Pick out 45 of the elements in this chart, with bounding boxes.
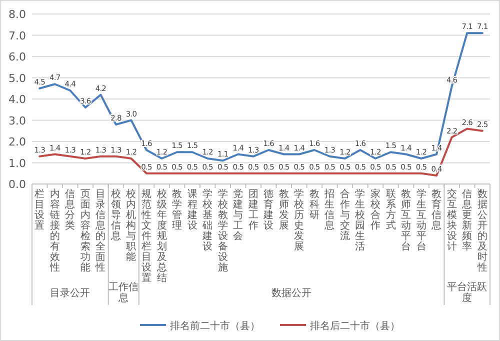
x-tick-label: 内容链接的有效性 bbox=[48, 188, 60, 274]
x-tick-label: 教师互动平台 bbox=[401, 189, 412, 252]
x-tick-label: 页面内容检索功能 bbox=[80, 189, 90, 274]
x-tick-label: 教学管理 bbox=[172, 189, 182, 232]
x-tick-label: 信息更新频率 bbox=[461, 188, 472, 252]
y-tick-label: 1.0 bbox=[8, 156, 26, 170]
y-tick-label: 4.0 bbox=[8, 93, 26, 106]
x-tick-label: 学校历史发展 bbox=[293, 188, 304, 252]
x-tick-label: 教育信息 bbox=[430, 189, 442, 232]
y-tick-label: 7.0 bbox=[8, 29, 26, 42]
x-tick-label: 栏目设置 bbox=[34, 188, 45, 232]
legend-label: 排名后二十市（县） bbox=[310, 320, 400, 332]
y-tick-label: 3.0 bbox=[8, 114, 26, 128]
x-tick-label: 校内机构与职能 bbox=[125, 188, 136, 263]
x-tick-label: 数据公开的及时性 bbox=[476, 189, 488, 274]
legend-label: 排名前二十市（县） bbox=[170, 320, 260, 332]
y-tick-label: 5.0 bbox=[8, 72, 26, 85]
category-label: 校级年度规划及总结 bbox=[156, 189, 167, 284]
x-tick-label: 德育建设 bbox=[262, 189, 274, 232]
text: 目录公开 bbox=[50, 287, 90, 299]
x-tick-label: 学生互动平台 bbox=[416, 188, 426, 252]
category-label: 规范性文件栏目设置 bbox=[142, 189, 152, 284]
y-tick-label: 6.0 bbox=[8, 50, 26, 64]
y-tick-label: 2.0 bbox=[8, 136, 26, 148]
x-tick-label: 教师发展 bbox=[278, 189, 289, 232]
x-tick-label: 交互模块设计 bbox=[446, 188, 457, 252]
y-tick-label: 0.0 bbox=[8, 178, 26, 191]
x-tick-label: 学校基础建设 bbox=[202, 188, 213, 252]
text: 平台活跃度 bbox=[447, 281, 488, 304]
y-tick-label: 8.0 bbox=[8, 8, 26, 21]
x-tick-label: 教科研 bbox=[309, 189, 320, 221]
x-tick-label: 招生信息 bbox=[324, 188, 335, 232]
x-tick-label: 团建工作 bbox=[247, 189, 258, 232]
x-tick-label: 校领导信息 bbox=[110, 188, 121, 242]
x-tick-label: 家校合作 bbox=[370, 188, 380, 232]
text: 数据公开 bbox=[272, 287, 312, 299]
x-tick-label: 学生校园生活 bbox=[354, 188, 366, 252]
x-tick-label: 课程建设 bbox=[186, 188, 198, 232]
x-tick-label: 合作与交流 bbox=[338, 188, 350, 242]
x-tick-label: 信息分类 bbox=[64, 188, 76, 232]
x-tick-label: 学校教学设备设施 bbox=[216, 188, 228, 274]
x-tick-label: 党建与工会 bbox=[232, 188, 244, 242]
x-tick-label: 目录信息的全面性 bbox=[94, 189, 106, 274]
text: 工作信息 bbox=[108, 281, 139, 304]
x-tick-label: 联系方式 bbox=[386, 188, 396, 232]
